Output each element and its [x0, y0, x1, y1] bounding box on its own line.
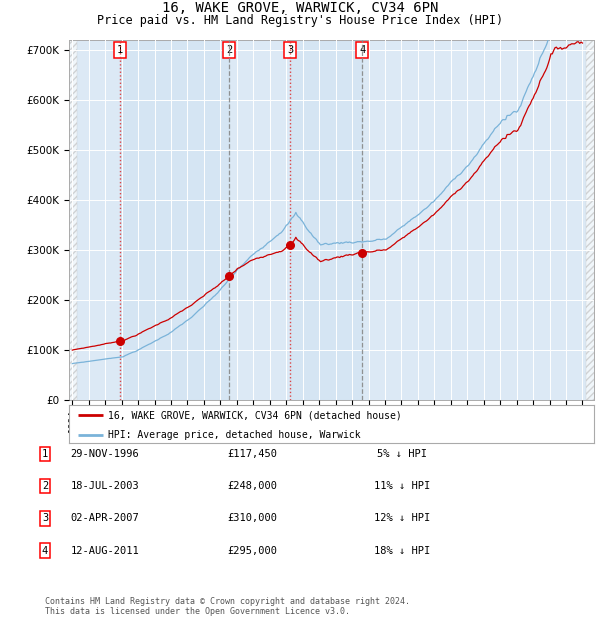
Text: £310,000: £310,000	[227, 513, 277, 523]
Text: 11% ↓ HPI: 11% ↓ HPI	[374, 481, 430, 491]
Text: 1: 1	[42, 449, 48, 459]
Text: 3: 3	[42, 513, 48, 523]
Text: £295,000: £295,000	[227, 546, 277, 556]
Text: 12-AUG-2011: 12-AUG-2011	[71, 546, 139, 556]
Text: 2: 2	[42, 481, 48, 491]
Text: 1: 1	[117, 45, 124, 55]
Text: 3: 3	[287, 45, 293, 55]
Text: 29-NOV-1996: 29-NOV-1996	[71, 449, 139, 459]
Text: Price paid vs. HM Land Registry's House Price Index (HPI): Price paid vs. HM Land Registry's House …	[97, 14, 503, 27]
Text: 02-APR-2007: 02-APR-2007	[71, 513, 139, 523]
Text: 4: 4	[359, 45, 365, 55]
Text: £117,450: £117,450	[227, 449, 277, 459]
Text: 12% ↓ HPI: 12% ↓ HPI	[374, 513, 430, 523]
Text: 18-JUL-2003: 18-JUL-2003	[71, 481, 139, 491]
Bar	[290, 40, 362, 400]
Text: 2: 2	[226, 45, 232, 55]
Text: 16, WAKE GROVE, WARWICK, CV34 6PN: 16, WAKE GROVE, WARWICK, CV34 6PN	[162, 1, 438, 16]
Text: £248,000: £248,000	[227, 481, 277, 491]
Bar	[120, 40, 229, 400]
Text: 5% ↓ HPI: 5% ↓ HPI	[377, 449, 427, 459]
Text: 16, WAKE GROVE, WARWICK, CV34 6PN (detached house): 16, WAKE GROVE, WARWICK, CV34 6PN (detac…	[109, 410, 402, 420]
Text: 4: 4	[42, 546, 48, 556]
Text: Contains HM Land Registry data © Crown copyright and database right 2024.
This d: Contains HM Land Registry data © Crown c…	[45, 597, 410, 616]
Text: 18% ↓ HPI: 18% ↓ HPI	[374, 546, 430, 556]
Text: HPI: Average price, detached house, Warwick: HPI: Average price, detached house, Warw…	[109, 430, 361, 440]
